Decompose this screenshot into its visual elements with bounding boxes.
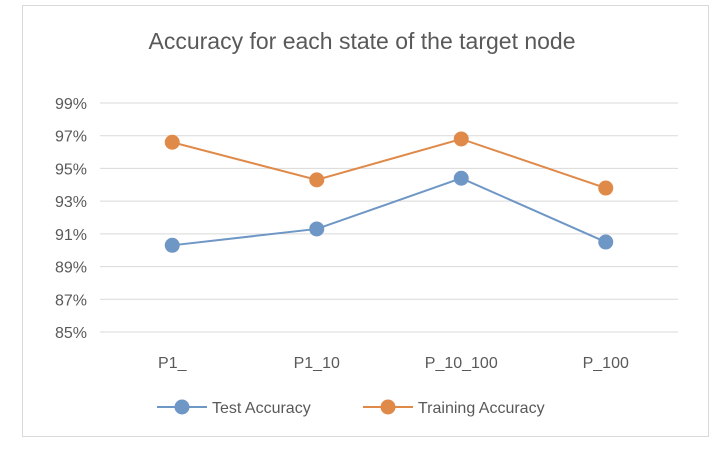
y-tick-label: 99% [55,96,87,113]
legend-item: Training Accuracy [363,399,545,417]
data-point [164,134,180,150]
data-point [453,131,469,147]
series-test [164,170,614,253]
legend-label: Training Accuracy [418,400,545,417]
series-layer [164,131,614,253]
data-point [309,221,325,237]
x-tick-label: P_10_100 [425,355,498,372]
gridlines [100,102,678,333]
data-point [309,172,325,188]
legend-marker [174,399,190,415]
legend-marker [380,399,396,415]
y-tick-label: 89% [55,260,87,277]
series-training [164,131,614,196]
y-tick-label: 93% [55,194,87,211]
x-axis-ticks: P1_ P1_10 P_10_100 P_100 [158,355,629,372]
chart-title: Accuracy for each state of the target no… [148,28,575,54]
y-tick-label: 85% [55,325,87,342]
x-tick-label: P_100 [583,355,629,372]
x-tick-label: P1_ [158,355,188,372]
x-tick-label: P1_10 [294,355,340,372]
y-tick-label: 87% [55,292,87,309]
y-axis-ticks: 85% 87% 89% 91% 93% 95% 97% 99% [55,96,87,342]
data-point [598,234,614,250]
legend-label: Test Accuracy [212,400,311,417]
chart-frame [22,5,709,437]
legend-item: Test Accuracy [157,399,311,417]
data-point [453,170,469,186]
y-tick-label: 91% [55,227,87,244]
data-point [164,237,180,253]
y-tick-label: 97% [55,129,87,146]
data-point [598,180,614,196]
series-line [171,137,607,190]
series-line [172,177,607,247]
y-tick-label: 95% [55,161,87,178]
legend: Test Accuracy Training Accuracy [157,399,545,417]
